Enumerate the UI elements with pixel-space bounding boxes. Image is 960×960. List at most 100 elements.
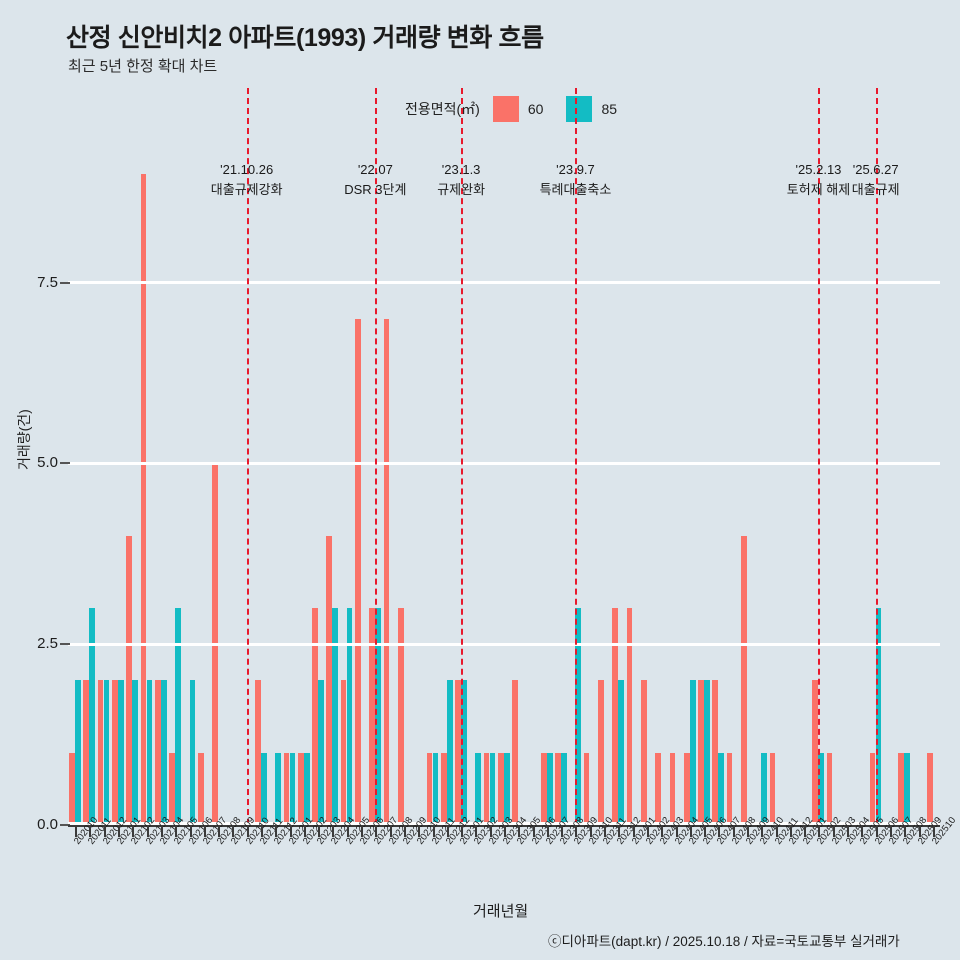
bar-60-202401[interactable] bbox=[626, 608, 633, 825]
bar-60-202204[interactable] bbox=[326, 535, 333, 825]
bar-85-202508[interactable] bbox=[904, 752, 910, 825]
annotation-text: 대출규제강화 bbox=[210, 182, 283, 198]
bar-85-202011[interactable] bbox=[89, 608, 96, 825]
bar-60-202206[interactable] bbox=[355, 318, 361, 825]
bar-60-202105[interactable] bbox=[169, 752, 175, 825]
bar-85-202203[interactable] bbox=[318, 680, 324, 825]
bar-85-202303[interactable] bbox=[489, 752, 496, 825]
x-tick bbox=[847, 825, 850, 837]
bar-85-202211[interactable] bbox=[432, 752, 439, 825]
bar-85-202202[interactable] bbox=[303, 752, 310, 825]
bar-60-202012[interactable] bbox=[97, 680, 104, 825]
bar-85-202304[interactable] bbox=[504, 752, 510, 825]
bar-85-202205[interactable] bbox=[346, 608, 353, 825]
x-tick bbox=[389, 825, 392, 837]
bar-60-202409[interactable] bbox=[741, 535, 747, 825]
bar-60-202406[interactable] bbox=[698, 680, 704, 825]
x-tick bbox=[132, 825, 135, 837]
bar-60-202510[interactable] bbox=[926, 752, 933, 825]
bar-85-202301[interactable] bbox=[461, 680, 467, 825]
bar-60-202011[interactable] bbox=[83, 680, 90, 825]
bar-60-202506[interactable] bbox=[869, 752, 876, 825]
bar-85-202111[interactable] bbox=[260, 752, 267, 825]
bar-60-202208[interactable] bbox=[383, 318, 390, 825]
bar-60-202304[interactable] bbox=[497, 752, 504, 825]
bar-85-202012[interactable] bbox=[103, 680, 110, 825]
bar-85-202105[interactable] bbox=[175, 608, 181, 825]
bar-60-202102[interactable] bbox=[126, 535, 133, 825]
bar-85-202201[interactable] bbox=[289, 752, 296, 825]
bar-60-202310[interactable] bbox=[583, 752, 590, 825]
bar-60-202107[interactable] bbox=[197, 752, 204, 825]
bar-85-202307[interactable] bbox=[546, 752, 553, 825]
bar-60-202203[interactable] bbox=[312, 608, 318, 825]
bar-60-202508[interactable] bbox=[898, 752, 904, 825]
bar-60-202305[interactable] bbox=[512, 680, 518, 825]
bar-60-202104[interactable] bbox=[154, 680, 161, 825]
bar-60-202411[interactable] bbox=[769, 752, 776, 825]
bar-60-202303[interactable] bbox=[483, 752, 490, 825]
bar-60-202503[interactable] bbox=[826, 752, 833, 825]
bar-60-202403[interactable] bbox=[655, 752, 661, 825]
bar-85-202103[interactable] bbox=[146, 680, 153, 825]
event-line-202309 bbox=[575, 88, 578, 825]
annotation-text: DSR 3단계 bbox=[344, 182, 407, 198]
bar-85-202207[interactable] bbox=[375, 608, 382, 825]
event-line-202207 bbox=[375, 88, 378, 825]
bar-60-202405[interactable] bbox=[683, 752, 690, 825]
y-tick-mark bbox=[60, 462, 70, 465]
bar-60-202312[interactable] bbox=[612, 608, 619, 825]
bar-60-202211[interactable] bbox=[426, 752, 433, 825]
bar-85-202312[interactable] bbox=[618, 680, 625, 825]
bar-60-202205[interactable] bbox=[340, 680, 347, 825]
bar-60-202407[interactable] bbox=[712, 680, 719, 825]
bar-85-202407[interactable] bbox=[718, 752, 725, 825]
x-tick bbox=[632, 825, 635, 837]
y-tick-mark bbox=[60, 643, 70, 646]
x-tick bbox=[361, 825, 364, 837]
bar-60-202212[interactable] bbox=[440, 752, 447, 825]
legend-swatch-85 bbox=[566, 96, 593, 122]
bar-60-202308[interactable] bbox=[555, 752, 561, 825]
bar-60-202311[interactable] bbox=[598, 680, 604, 825]
bar-60-202010[interactable] bbox=[69, 752, 75, 825]
x-tick bbox=[818, 825, 821, 837]
bar-85-202102[interactable] bbox=[132, 680, 139, 825]
bar-85-202204[interactable] bbox=[332, 608, 339, 825]
bar-60-202209[interactable] bbox=[397, 608, 404, 825]
x-tick bbox=[89, 825, 92, 837]
bar-85-202212[interactable] bbox=[446, 680, 453, 825]
bar-60-202111[interactable] bbox=[254, 680, 261, 825]
chart-title: 산정 신안비치2 아파트(1993) 거래량 변화 흐름 bbox=[66, 24, 544, 52]
bar-85-202309[interactable] bbox=[575, 608, 582, 825]
bar-85-202506[interactable] bbox=[875, 608, 882, 825]
annotation-date: '22.07 bbox=[357, 162, 393, 177]
bar-85-202106[interactable] bbox=[189, 680, 196, 825]
bar-60-202408[interactable] bbox=[726, 752, 733, 825]
bar-85-202112[interactable] bbox=[275, 752, 281, 825]
bar-60-202307[interactable] bbox=[540, 752, 547, 825]
bar-85-202104[interactable] bbox=[160, 680, 167, 825]
bar-60-202502[interactable] bbox=[812, 680, 819, 825]
bar-85-202410[interactable] bbox=[761, 752, 767, 825]
bar-85-202502[interactable] bbox=[818, 752, 825, 825]
x-tick bbox=[675, 825, 678, 837]
bar-85-202308[interactable] bbox=[561, 752, 567, 825]
bar-60-202402[interactable] bbox=[640, 680, 647, 825]
bar-85-202405[interactable] bbox=[689, 680, 696, 825]
bar-85-202101[interactable] bbox=[118, 680, 124, 825]
bar-60-202103[interactable] bbox=[140, 174, 147, 825]
x-tick bbox=[589, 825, 592, 837]
bar-60-202101[interactable] bbox=[112, 680, 118, 825]
bar-60-202301[interactable] bbox=[455, 680, 461, 825]
legend: 전용면적(㎡) 60 85 bbox=[405, 96, 617, 122]
bar-60-202207[interactable] bbox=[369, 608, 376, 825]
x-tick bbox=[932, 825, 935, 837]
bar-85-202406[interactable] bbox=[704, 680, 710, 825]
gridline bbox=[68, 461, 940, 465]
bar-60-202201[interactable] bbox=[283, 752, 290, 825]
bar-60-202202[interactable] bbox=[297, 752, 304, 825]
bar-60-202404[interactable] bbox=[669, 752, 676, 825]
bar-85-202302[interactable] bbox=[475, 752, 482, 825]
bar-85-202010[interactable] bbox=[75, 680, 81, 825]
